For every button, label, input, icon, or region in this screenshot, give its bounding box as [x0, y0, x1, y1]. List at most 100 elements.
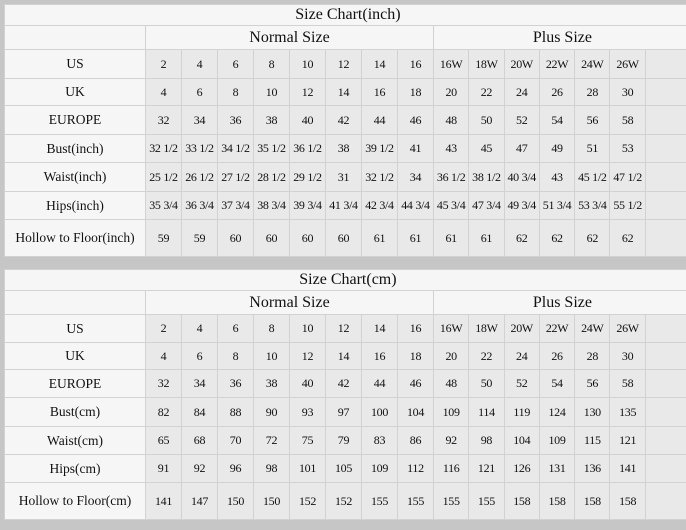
size-cell: 16: [397, 314, 434, 343]
empty-cell: [644, 314, 686, 343]
table-row: Hollow to Floor(inch) 59 59 60 60 60 60 61 61 61 6…: [4, 219, 686, 257]
size-cell: 155: [361, 482, 398, 520]
size-cell: 92: [181, 454, 218, 483]
size-cell: 60: [217, 219, 254, 257]
empty-cell: [644, 162, 686, 192]
size-cell: 34 1/2: [217, 134, 254, 163]
size-cell: 46: [397, 105, 434, 135]
size-cell: 45 1/2: [574, 162, 611, 192]
size-cell: 58: [609, 105, 646, 135]
size-cell: 34: [397, 162, 434, 192]
size-cell: 86: [397, 426, 434, 455]
size-cell: 51 3/4: [538, 191, 576, 220]
size-cell: 158: [538, 482, 576, 520]
size-cell: 82: [145, 397, 182, 427]
size-cell: 24W: [574, 49, 611, 79]
size-cell: 22W: [538, 49, 576, 79]
corner-cell: [4, 25, 146, 50]
size-cell: 84: [181, 397, 218, 427]
size-cell: 92: [432, 426, 470, 455]
size-cell: 155: [432, 482, 470, 520]
size-cell: 29 1/2: [289, 162, 326, 192]
size-cell: 49: [538, 134, 576, 163]
size-cell: 70: [217, 426, 254, 455]
size-cell: 46: [397, 369, 434, 398]
size-cell: 93: [289, 397, 326, 427]
size-cell: 109: [538, 426, 576, 455]
empty-cell: [644, 482, 686, 520]
size-cell: 41: [397, 134, 434, 163]
table-row: Hollow to Floor(cm) 141 147 150 150 152 152 155…: [4, 482, 686, 520]
size-cell: 26: [538, 342, 576, 370]
size-cell: 14: [361, 314, 398, 343]
size-cell: 62: [609, 219, 646, 257]
size-cell: 18W: [468, 314, 505, 343]
size-cell: 24: [503, 78, 540, 106]
size-cell: 38: [253, 105, 290, 135]
size-cell: 152: [325, 482, 362, 520]
size-cell: 40: [289, 369, 326, 398]
size-cell: 53 3/4: [574, 191, 611, 220]
empty-cell: [644, 78, 686, 106]
empty-cell: [644, 191, 686, 220]
size-cell: 14: [325, 78, 362, 106]
size-cell: 30: [609, 78, 646, 106]
size-cell: 55 1/2: [609, 191, 646, 220]
size-cell: 121: [609, 426, 646, 455]
size-cell: 18: [397, 78, 434, 106]
size-cell: 54: [538, 369, 576, 398]
size-cell: 61: [397, 219, 434, 257]
size-cell: 31: [325, 162, 362, 192]
size-cell: 68: [181, 426, 218, 455]
chart-title: Size Chart(inch): [4, 4, 686, 26]
size-cell: 59: [145, 219, 182, 257]
size-cell: 47 1/2: [609, 162, 646, 192]
size-cell: 4: [145, 342, 182, 370]
size-cell: 2: [145, 314, 182, 343]
chart-title: Size Chart(cm): [4, 269, 686, 291]
size-cell: 53: [609, 134, 646, 163]
size-cell: 62: [538, 219, 576, 257]
size-cell: 16: [397, 49, 434, 79]
size-cell: 150: [217, 482, 254, 520]
size-cell: 51: [574, 134, 611, 163]
size-cell: 22W: [538, 314, 576, 343]
size-cell: 18W: [468, 49, 505, 79]
size-cell: 75: [289, 426, 326, 455]
size-cell: 38: [253, 369, 290, 398]
size-cell: 30: [609, 342, 646, 370]
size-cell: 20W: [503, 314, 540, 343]
size-cell: 130: [574, 397, 611, 427]
size-cell: 4: [145, 78, 182, 106]
size-cell: 32 1/2: [361, 162, 398, 192]
row-label: US: [4, 314, 146, 343]
size-cell: 32 1/2: [145, 134, 182, 163]
size-cell: 56: [574, 105, 611, 135]
size-cell: 26W: [609, 49, 646, 79]
size-cell: 42 3/4: [361, 191, 398, 220]
normal-size-header: Normal Size: [145, 290, 434, 315]
size-cell: 41 3/4: [325, 191, 362, 220]
plus-size-header: Plus Size: [433, 290, 686, 315]
size-cell: 90: [253, 397, 290, 427]
row-label: UK: [4, 78, 146, 106]
empty-cell: [644, 369, 686, 398]
size-cell: 97: [325, 397, 362, 427]
size-cell: 16: [361, 78, 398, 106]
size-cell: 50: [468, 105, 505, 135]
size-cell: 39 3/4: [289, 191, 326, 220]
size-cell: 44: [361, 105, 398, 135]
size-cell: 20: [432, 342, 470, 370]
table-row: UK 4 6 8 10 12 14 16 18 20 22 24 26 28 30: [4, 78, 686, 106]
size-cell: 136: [574, 454, 611, 483]
size-cell: 18: [397, 342, 434, 370]
size-cell: 12: [325, 49, 362, 79]
row-label: Waist(cm): [4, 426, 146, 455]
size-cell: 79: [325, 426, 362, 455]
size-cell: 100: [361, 397, 398, 427]
size-cell: 4: [181, 314, 218, 343]
table-row: Waist(inch) 25 1/2 26 1/2 27 1/2 28 1/2 29 1/…: [4, 162, 686, 192]
size-cell: 52: [503, 369, 540, 398]
normal-size-header: Normal Size: [145, 25, 434, 50]
size-cell: 104: [397, 397, 434, 427]
